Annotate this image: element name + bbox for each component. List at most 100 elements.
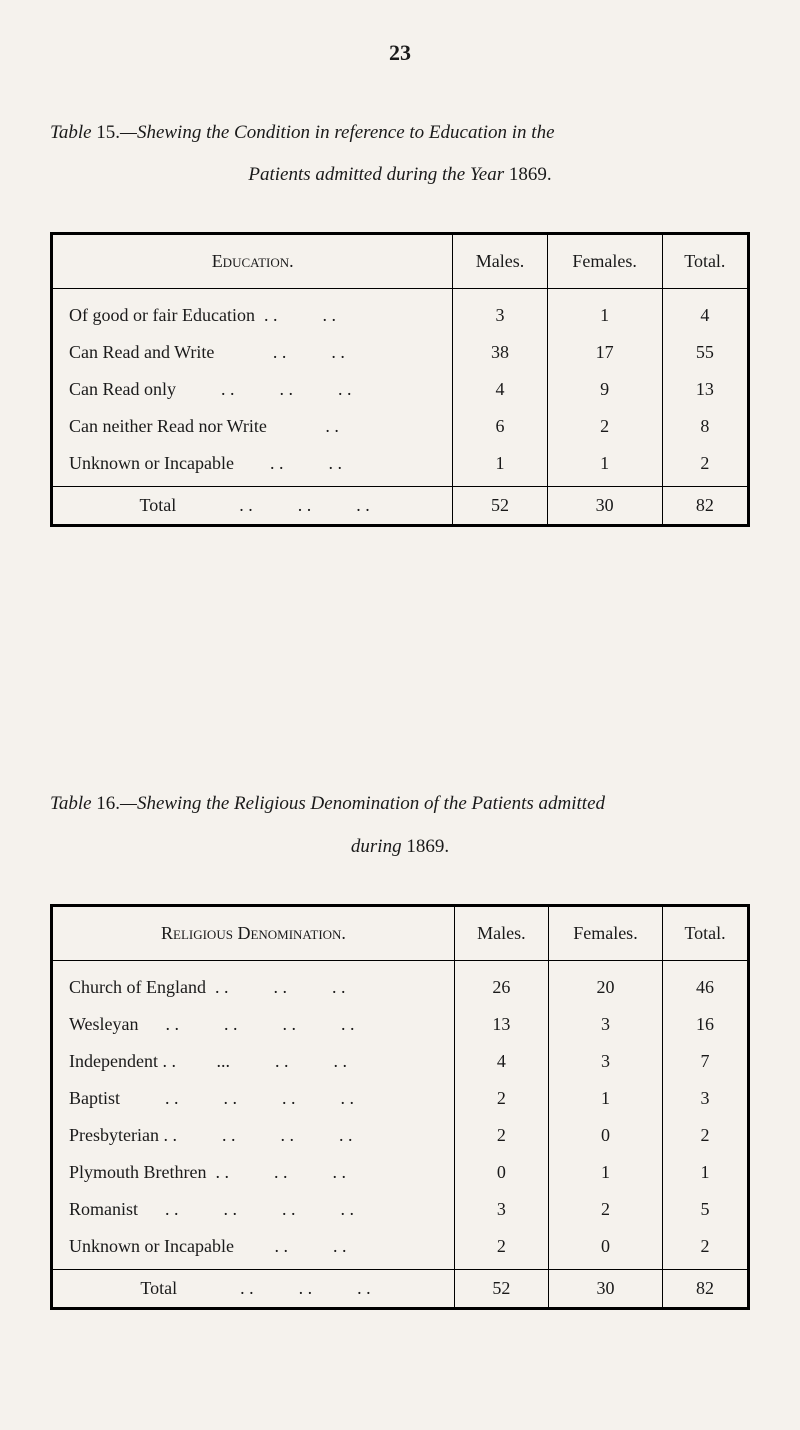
table-row: Can neither Read nor Write . . 6 2 8 xyxy=(52,408,749,445)
row-label: Romanist . . . . . . . . xyxy=(52,1191,455,1228)
cell-total: 2 xyxy=(663,1228,749,1270)
table15-title-line2: Patients admitted during the Year xyxy=(248,164,504,185)
table-row: Romanist . . . . . . . . 3 2 5 xyxy=(52,1191,749,1228)
row-label: Church of England . . . . . . xyxy=(52,960,455,1006)
cell-females: 1 xyxy=(547,289,662,335)
table15-body: Of good or fair Education . . . . 3 1 4 … xyxy=(52,289,749,487)
total-label: Total . . . . . . xyxy=(52,1269,455,1308)
cell-total: 5 xyxy=(663,1191,749,1228)
table-row: Unknown or Incapable . . . . 2 0 2 xyxy=(52,1228,749,1270)
table-row: Presbyterian . . . . . . . . 2 0 2 xyxy=(52,1117,749,1154)
cell-total: 16 xyxy=(663,1006,749,1043)
cell-females: 2 xyxy=(548,1191,662,1228)
table16-col-total: Total. xyxy=(663,905,749,960)
cell-total: 3 xyxy=(663,1080,749,1117)
cell-males: 2 xyxy=(454,1080,548,1117)
table-row: Wesleyan . . . . . . . . 13 3 16 xyxy=(52,1006,749,1043)
page-container: 23 Table 15.—Shewing the Condition in re… xyxy=(50,40,750,1310)
table-row: Unknown or Incapable . . . . 1 1 2 xyxy=(52,445,749,487)
cell-males: 2 xyxy=(454,1228,548,1270)
cell-males: 2 xyxy=(454,1117,548,1154)
cell-females: 1 xyxy=(547,445,662,487)
table15-prefix: Table xyxy=(50,122,92,143)
row-label: Can Read only . . . . . . xyxy=(52,371,453,408)
cell-males: 3 xyxy=(454,1191,548,1228)
table16-title: Table 16.—Shewing the Religious Denomina… xyxy=(50,787,750,863)
cell-males: 1 xyxy=(453,445,547,487)
cell-males: 4 xyxy=(454,1043,548,1080)
cell-males: 6 xyxy=(453,408,547,445)
table15-col-females: Females. xyxy=(547,234,662,289)
cell-males: 38 xyxy=(453,334,547,371)
total-males: 52 xyxy=(453,487,547,526)
cell-males: 3 xyxy=(453,289,547,335)
cell-females: 9 xyxy=(547,371,662,408)
table16: Religious Denomination. Males. Females. … xyxy=(50,904,750,1310)
cell-males: 26 xyxy=(454,960,548,1006)
cell-females: 1 xyxy=(548,1154,662,1191)
cell-males: 0 xyxy=(454,1154,548,1191)
row-label: Can neither Read nor Write . . xyxy=(52,408,453,445)
cell-total: 8 xyxy=(662,408,748,445)
table-row: Baptist . . . . . . . . 2 1 3 xyxy=(52,1080,749,1117)
cell-total: 2 xyxy=(663,1117,749,1154)
table16-header-label: Religious Denomination. xyxy=(52,905,455,960)
table15-number: 15. xyxy=(96,122,120,143)
table16-total-row: Total . . . . . . 52 30 82 xyxy=(52,1269,749,1308)
cell-females: 0 xyxy=(548,1117,662,1154)
cell-females: 3 xyxy=(548,1006,662,1043)
cell-total: 55 xyxy=(662,334,748,371)
cell-total: 1 xyxy=(663,1154,749,1191)
row-label: Presbyterian . . . . . . . . xyxy=(52,1117,455,1154)
table-row: Can Read and Write . . . . 38 17 55 xyxy=(52,334,749,371)
cell-total: 13 xyxy=(662,371,748,408)
cell-total: 2 xyxy=(662,445,748,487)
row-label: Plymouth Brethren . . . . . . xyxy=(52,1154,455,1191)
cell-males: 4 xyxy=(453,371,547,408)
cell-total: 46 xyxy=(663,960,749,1006)
table16-header-row: Religious Denomination. Males. Females. … xyxy=(52,905,749,960)
cell-total: 7 xyxy=(663,1043,749,1080)
row-label: Baptist . . . . . . . . xyxy=(52,1080,455,1117)
cell-females: 2 xyxy=(547,408,662,445)
table16-col-females: Females. xyxy=(548,905,662,960)
table15-header-label: Education. xyxy=(52,234,453,289)
total-females: 30 xyxy=(547,487,662,526)
table15-header-row: Education. Males. Females. Total. xyxy=(52,234,749,289)
table15: Education. Males. Females. Total. Of goo… xyxy=(50,232,750,527)
row-label: Can Read and Write . . . . xyxy=(52,334,453,371)
table15-col-total: Total. xyxy=(662,234,748,289)
table15-year: 1869. xyxy=(509,164,552,185)
total-total: 82 xyxy=(662,487,748,526)
table16-title-line2: during xyxy=(351,836,402,857)
table15-total-row: Total . . . . . . 52 30 82 xyxy=(52,487,749,526)
cell-females: 17 xyxy=(547,334,662,371)
table16-prefix: Table xyxy=(50,793,92,814)
table-row: Plymouth Brethren . . . . . . 0 1 1 xyxy=(52,1154,749,1191)
table16-body: Church of England . . . . . . 26 20 46 W… xyxy=(52,960,749,1269)
cell-females: 3 xyxy=(548,1043,662,1080)
total-males: 52 xyxy=(454,1269,548,1308)
cell-females: 1 xyxy=(548,1080,662,1117)
page-number: 23 xyxy=(50,40,750,66)
total-label: Total . . . . . . xyxy=(52,487,453,526)
row-label: Wesleyan . . . . . . . . xyxy=(52,1006,455,1043)
spacer xyxy=(50,607,750,787)
table16-year: 1869. xyxy=(406,836,449,857)
total-total: 82 xyxy=(663,1269,749,1308)
table16-col-males: Males. xyxy=(454,905,548,960)
table-row: Church of England . . . . . . 26 20 46 xyxy=(52,960,749,1006)
table-row: Independent . . ... . . . . 4 3 7 xyxy=(52,1043,749,1080)
cell-total: 4 xyxy=(662,289,748,335)
table15-col-males: Males. xyxy=(453,234,547,289)
total-females: 30 xyxy=(548,1269,662,1308)
table16-number: 16. xyxy=(96,793,120,814)
row-label: Independent . . ... . . . . xyxy=(52,1043,455,1080)
cell-females: 0 xyxy=(548,1228,662,1270)
table-row: Can Read only . . . . . . 4 9 13 xyxy=(52,371,749,408)
cell-females: 20 xyxy=(548,960,662,1006)
table16-title-line1: —Shewing the Religious Denomination of t… xyxy=(120,793,605,814)
row-label: Unknown or Incapable . . . . xyxy=(52,1228,455,1270)
cell-males: 13 xyxy=(454,1006,548,1043)
table15-title-line1: —Shewing the Condition in reference to E… xyxy=(120,122,554,143)
